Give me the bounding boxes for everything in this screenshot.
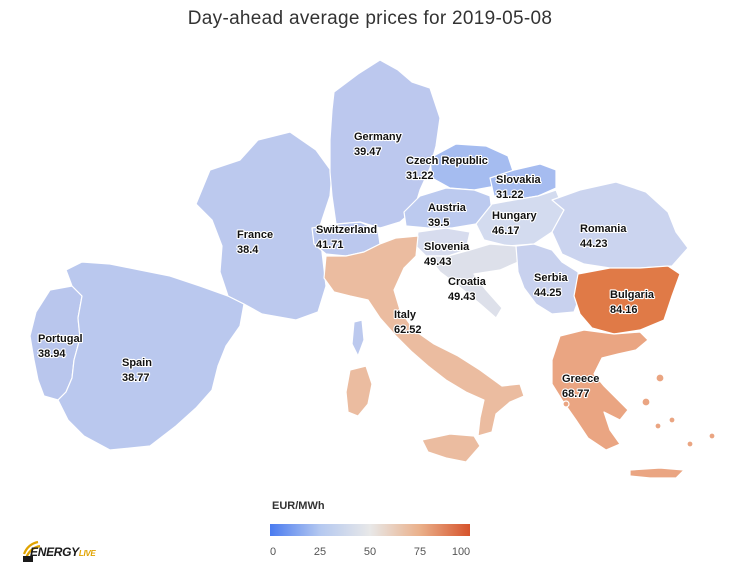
- country-france[interactable]: [195, 131, 333, 321]
- svg-text:Slovenia: Slovenia: [424, 241, 470, 253]
- label-switzerland: Switzerland 41.71: [315, 223, 378, 252]
- svg-text:Switzerland: Switzerland: [316, 224, 377, 236]
- legend-tick-label: 50: [363, 546, 377, 558]
- svg-text:Greece: Greece: [562, 373, 599, 385]
- svg-text:31.22: 31.22: [406, 170, 434, 182]
- legend-title: EUR/MWh: [272, 500, 325, 512]
- svg-text:Serbia: Serbia: [534, 272, 569, 284]
- label-slovenia: Slovenia 49.43: [423, 240, 471, 269]
- svg-text:62.52: 62.52: [394, 324, 422, 336]
- country-greece-crete[interactable]: [629, 467, 685, 479]
- logo-main-text: ENERGY: [30, 545, 79, 559]
- svg-text:38.94: 38.94: [38, 348, 66, 360]
- legend-tick-label: 25: [313, 546, 327, 558]
- label-hungary: Hungary 46.17: [491, 209, 539, 238]
- map-title: Day-ahead average prices for 2019-05-08: [187, 8, 553, 29]
- svg-text:France: France: [237, 229, 273, 241]
- label-spain: Spain 38.77: [121, 356, 153, 385]
- svg-text:49.43: 49.43: [448, 291, 476, 303]
- label-italy: Italy 62.52: [393, 308, 423, 337]
- svg-text:68.77: 68.77: [562, 388, 590, 400]
- svg-text:Romania: Romania: [580, 223, 627, 235]
- svg-text:38.4: 38.4: [237, 244, 259, 256]
- legend-tick-label: 75: [413, 546, 427, 558]
- greece-island: [562, 400, 570, 408]
- greece-island: [654, 422, 662, 430]
- svg-text:44.25: 44.25: [534, 287, 562, 299]
- svg-text:39.5: 39.5: [428, 217, 449, 229]
- country-italy-sicily[interactable]: [421, 433, 481, 463]
- country-bulgaria[interactable]: [573, 265, 681, 335]
- logo-sub-text: LIVE: [78, 549, 96, 558]
- svg-text:46.17: 46.17: [492, 225, 520, 237]
- country-slovakia[interactable]: [489, 163, 557, 201]
- country-greece[interactable]: [551, 329, 649, 451]
- greece-island: [686, 440, 694, 448]
- svg-text:41.71: 41.71: [316, 239, 344, 251]
- svg-text:Germany: Germany: [354, 131, 403, 143]
- country-spain[interactable]: [57, 261, 245, 451]
- country-croatia[interactable]: [427, 243, 519, 319]
- label-bulgaria: Bulgaria 84.16: [609, 288, 656, 317]
- label-germany: Germany 39.47: [353, 130, 404, 159]
- greece-island: [641, 397, 651, 407]
- svg-text:Croatia: Croatia: [448, 276, 487, 288]
- svg-text:Portugal: Portugal: [38, 333, 83, 345]
- label-czech: Czech Republic 31.22: [405, 154, 489, 183]
- label-serbia: Serbia 44.25: [533, 271, 570, 300]
- svg-text:39.47: 39.47: [354, 146, 382, 158]
- country-romania[interactable]: [551, 181, 689, 269]
- country-italy-sardinia[interactable]: [345, 365, 373, 417]
- greece-island: [708, 432, 716, 440]
- svg-text:Hungary: Hungary: [492, 210, 538, 222]
- legend-tick: [420, 537, 421, 542]
- greece-island: [668, 416, 676, 424]
- country-italy[interactable]: [323, 235, 525, 437]
- svg-text:84.16: 84.16: [610, 304, 638, 316]
- svg-text:Spain: Spain: [122, 357, 152, 369]
- svg-text:Austria: Austria: [428, 202, 467, 214]
- svg-text:31.22: 31.22: [496, 189, 524, 201]
- svg-text:44.23: 44.23: [580, 238, 608, 250]
- wifi-signal-icon: [22, 540, 41, 562]
- legend-tick: [320, 537, 321, 542]
- label-romania: Romania 44.23: [579, 222, 629, 251]
- label-france: France 38.4: [236, 228, 274, 257]
- label-portugal: Portugal 38.94: [37, 332, 84, 361]
- legend-tick-label: 100: [451, 546, 471, 558]
- label-greece: Greece 68.77: [561, 372, 601, 401]
- greece-island: [655, 373, 665, 383]
- legend-tick: [370, 537, 371, 542]
- label-slovakia: Slovakia 31.22: [495, 173, 543, 202]
- svg-text:Italy: Italy: [394, 309, 417, 321]
- svg-text:Czech Republic: Czech Republic: [406, 155, 488, 167]
- svg-text:Bulgaria: Bulgaria: [610, 289, 655, 301]
- label-austria: Austria 39.5: [427, 201, 468, 230]
- label-croatia: Croatia 49.43: [447, 275, 488, 304]
- legend-tick-label: 0: [269, 546, 277, 558]
- svg-text:49.43: 49.43: [424, 256, 452, 268]
- legend-color-scale: [270, 524, 470, 536]
- svg-text:Slovakia: Slovakia: [496, 174, 542, 186]
- island-corsica[interactable]: [351, 319, 365, 357]
- svg-text:38.77: 38.77: [122, 372, 150, 384]
